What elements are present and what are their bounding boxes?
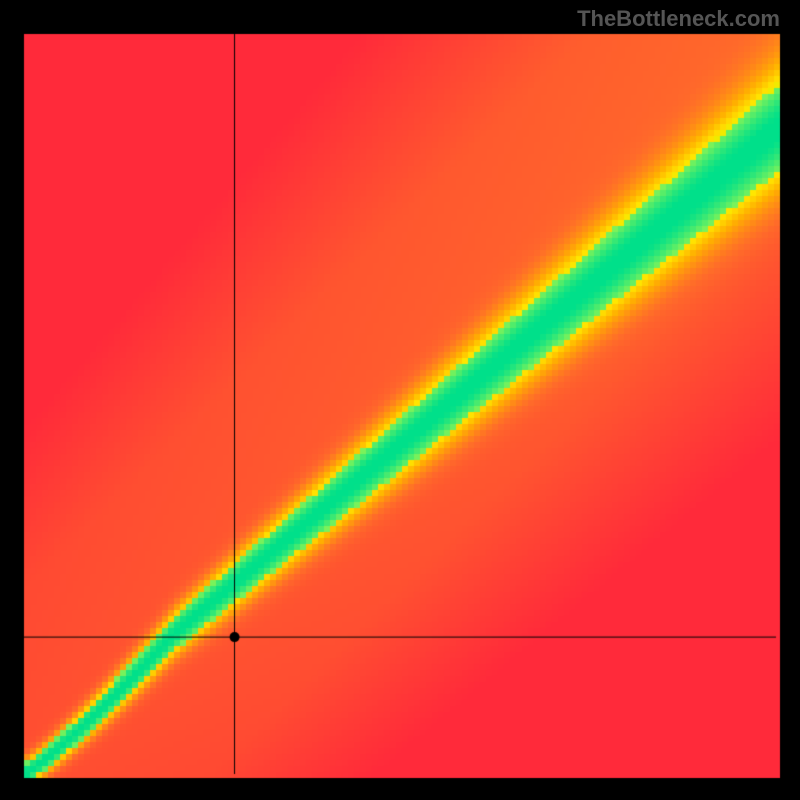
watermark-label: TheBottleneck.com — [577, 6, 780, 32]
bottleneck-heatmap — [0, 0, 800, 800]
